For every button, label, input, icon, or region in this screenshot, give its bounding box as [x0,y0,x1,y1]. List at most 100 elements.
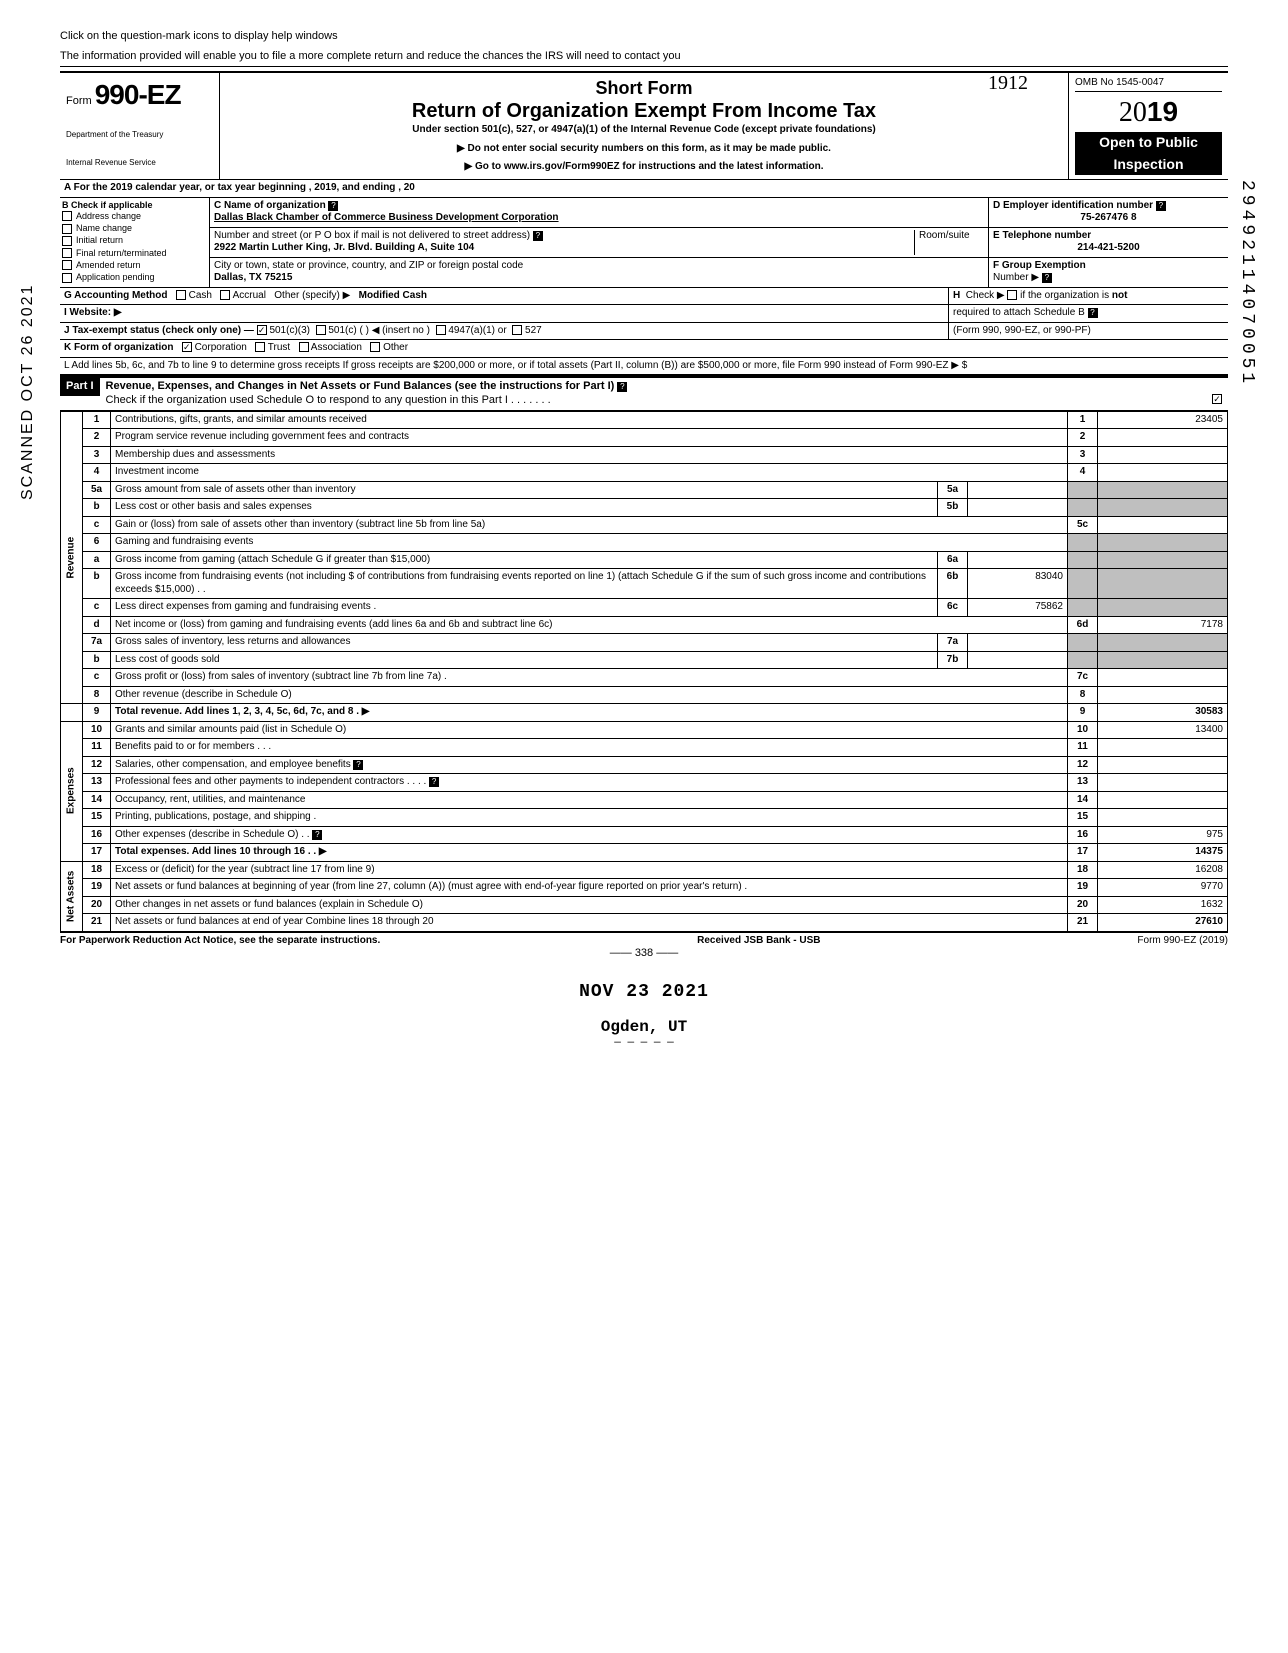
form-header: Form 990-EZ Department of the Treasury I… [60,71,1228,181]
chk-4947[interactable] [436,325,446,335]
j-501c: 501(c) ( ) ◀ (insert no ) [328,325,430,336]
line-val [1098,756,1228,774]
lineno: 17 [83,844,111,862]
shade-cell [1098,634,1228,652]
line-num: 8 [1068,686,1098,704]
org-name: Dallas Black Chamber of Commerce Busines… [214,212,559,223]
shade-cell [1068,569,1098,599]
stamp-city: Ogden, UT [60,1017,1228,1037]
line-desc: Occupancy, rent, utilities, and maintena… [111,791,1068,809]
j-527: 527 [525,325,542,336]
part-1-check-text: Check if the organization used Schedule … [106,394,551,406]
line-desc: Gross income from fundraising events (no… [111,569,938,599]
line-num: 5c [1068,516,1098,534]
chk-initial-return[interactable]: Initial return [62,235,207,246]
chk-accrual[interactable] [220,290,230,300]
line-num: 19 [1068,879,1098,897]
line-desc: Gross amount from sale of assets other t… [111,481,938,499]
side-expenses: Expenses [61,721,83,861]
chk-amended[interactable]: Amended return [62,260,207,271]
chk-schedule-o[interactable]: ✓ [1212,394,1222,404]
stamp-date: NOV 23 2021 [60,981,1228,1004]
j-4947: 4947(a)(1) or [448,325,506,336]
row-city: City or town, state or province, country… [210,258,988,287]
identity-block: B Check if applicable Address change Nam… [60,198,1228,288]
help-icon[interactable]: ? [617,382,627,392]
line-num: 1 [1068,411,1098,429]
line-val [1098,791,1228,809]
lineno: 3 [83,446,111,464]
lineno: 11 [83,739,111,757]
help-icon[interactable]: ? [429,777,439,787]
line-num: 18 [1068,861,1098,879]
phone-value: 214-421-5200 [993,242,1224,255]
row-k-form-org: K Form of organization ✓ Corporation Tru… [60,340,1228,358]
line-desc: Salaries, other compensation, and employ… [115,759,351,770]
chk-other[interactable] [370,342,380,352]
help-icon[interactable]: ? [1088,308,1098,318]
dln-number: 29492114070051 [1236,180,1259,387]
dept-irs: Internal Revenue Service [66,158,213,168]
line-val [1098,774,1228,792]
line-val [1098,516,1228,534]
chk-cash[interactable] [176,290,186,300]
line-desc: Gross sales of inventory, less returns a… [111,634,938,652]
line-val: 23405 [1098,411,1228,429]
sub-no: 6c [938,599,968,617]
line-val: 16208 [1098,861,1228,879]
line-desc: Net assets or fund balances at end of ye… [111,914,1068,932]
row-addr: Number and street (or P O box if mail is… [210,228,988,258]
row-g-accounting: G Accounting Method Cash Accrual Other (… [60,288,1228,306]
chk-application-pending[interactable]: Application pending [62,272,207,283]
city-state-zip: Dallas, TX 75215 [214,272,292,283]
help-icon[interactable]: ? [312,830,322,840]
line-desc: Membership dues and assessments [111,446,1068,464]
shade-cell [1098,599,1228,617]
line-val: 9770 [1098,879,1228,897]
line-desc: Contributions, gifts, grants, and simila… [111,411,1068,429]
line-num: 14 [1068,791,1098,809]
chk-corp[interactable]: ✓ [182,342,192,352]
help-icon[interactable]: ? [1156,201,1166,211]
lineno: c [83,516,111,534]
col-d-ein-phone: D Employer identification number ? 75-26… [988,198,1228,287]
chk-schedule-b[interactable] [1007,290,1017,300]
line-num: 2 [1068,429,1098,447]
line-num: 11 [1068,739,1098,757]
line-desc: Printing, publications, postage, and shi… [111,809,1068,827]
j-501c3: 501(c)(3) [269,325,310,336]
shade-cell [1098,534,1228,552]
line-val: 14375 [1098,844,1228,862]
line-num: 15 [1068,809,1098,827]
shade-cell [1098,499,1228,517]
row-f-group: F Group Exemption Number ▶ ? [989,258,1228,287]
row-j-tax-status: J Tax-exempt status (check only one) — ✓… [60,323,1228,341]
chk-final-return[interactable]: Final return/terminated [62,248,207,259]
line-val: 13400 [1098,721,1228,739]
chk-trust[interactable] [255,342,265,352]
chk-501c[interactable] [316,325,326,335]
lineno: 16 [83,826,111,844]
help-icon[interactable]: ? [1042,273,1052,283]
line-num: 12 [1068,756,1098,774]
received-stamp: NOV 23 2021 Ogden, UT — — — — — [60,981,1228,1051]
help-icon[interactable]: ? [328,201,338,211]
chk-label: Initial return [76,235,123,246]
part-1-header: Part I Revenue, Expenses, and Changes in… [60,376,1228,411]
chk-name-change[interactable]: Name change [62,223,207,234]
room-label: Room/suite [919,230,970,241]
chk-assoc[interactable] [299,342,309,352]
help-icon[interactable]: ? [533,231,543,241]
j-label: J Tax-exempt status (check only one) — [64,325,254,336]
help-icon[interactable]: ? [353,760,363,770]
chk-address-change[interactable]: Address change [62,211,207,222]
open-public-2: Inspection [1075,154,1222,176]
chk-527[interactable] [512,325,522,335]
line-desc: Gross income from gaming (attach Schedul… [111,551,938,569]
chk-501c3[interactable]: ✓ [257,325,267,335]
line-num: 9 [1068,704,1098,722]
lineno: 10 [83,721,111,739]
shade-cell [1068,551,1098,569]
lineno: 8 [83,686,111,704]
k-trust: Trust [268,342,290,353]
